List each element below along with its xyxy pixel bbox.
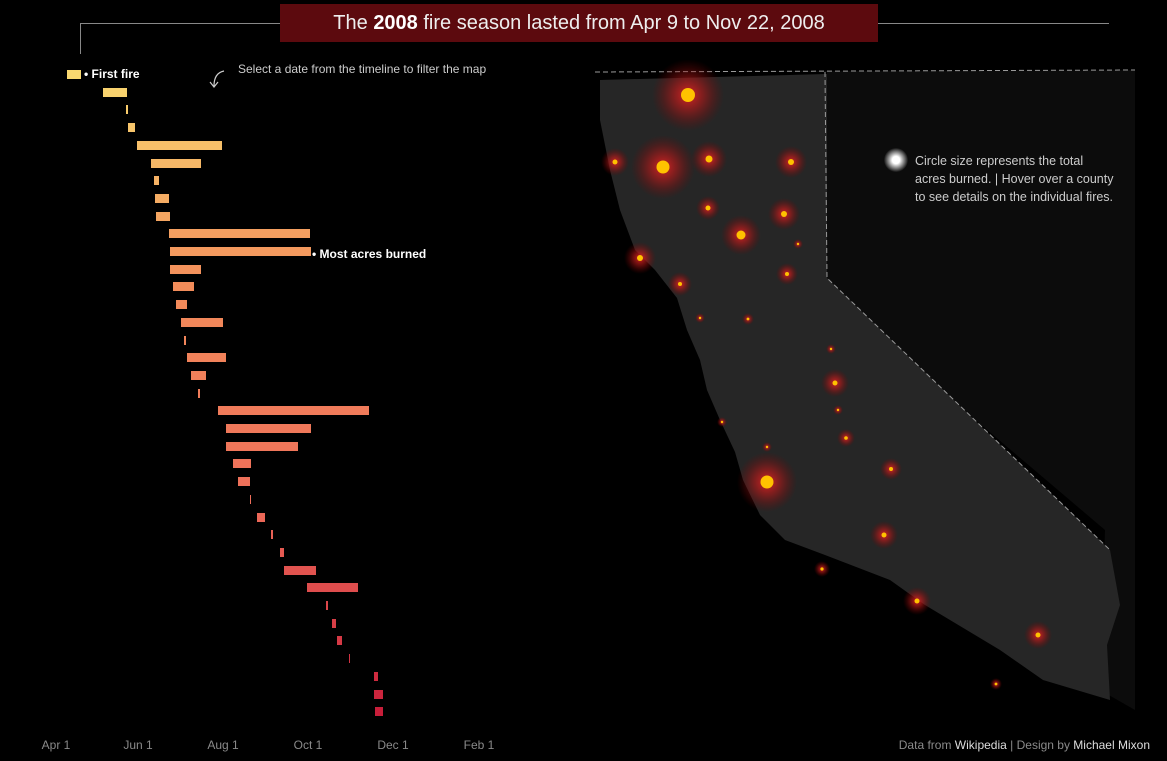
fire-duration-bar[interactable] xyxy=(128,123,136,133)
fire-marker[interactable] xyxy=(721,215,761,255)
fire-duration-bar[interactable] xyxy=(67,70,82,79)
fire-duration-bar[interactable] xyxy=(217,406,370,416)
fire-duration-bar[interactable] xyxy=(181,317,224,327)
fire-marker[interactable] xyxy=(668,272,692,296)
fire-marker[interactable] xyxy=(990,678,1002,690)
first-fire-label: • First fire xyxy=(84,67,140,81)
fire-marker[interactable] xyxy=(793,239,803,249)
axis-tick-label: Jun 1 xyxy=(123,738,153,752)
fire-marker[interactable] xyxy=(695,313,705,323)
fire-marker[interactable] xyxy=(691,141,727,177)
fire-duration-bar[interactable] xyxy=(232,459,251,469)
fire-duration-bar[interactable] xyxy=(150,158,201,168)
fire-duration-bar[interactable] xyxy=(238,477,250,487)
page-title: The 2008 fire season lasted from Apr 9 t… xyxy=(280,4,878,42)
most-acres-label: • Most acres burned xyxy=(312,247,427,261)
fire-marker[interactable] xyxy=(652,60,724,131)
fire-duration-bar[interactable] xyxy=(136,140,222,150)
fire-marker[interactable] xyxy=(837,429,855,447)
fire-duration-bar[interactable] xyxy=(326,601,328,610)
fire-duration-bar[interactable] xyxy=(331,618,336,628)
fire-duration-bar[interactable] xyxy=(284,565,317,575)
fire-duration-bar[interactable] xyxy=(270,530,274,540)
axis-tick-label: Dec 1 xyxy=(377,738,409,752)
fire-duration-bar[interactable] xyxy=(249,494,252,504)
fire-marker[interactable] xyxy=(762,442,772,452)
fire-duration-bar[interactable] xyxy=(184,335,186,345)
fire-marker[interactable] xyxy=(833,405,843,415)
fire-marker[interactable] xyxy=(696,196,720,220)
source-link[interactable]: Wikipedia xyxy=(954,738,1007,752)
fire-duration-bar[interactable] xyxy=(374,707,384,717)
fire-timeline[interactable] xyxy=(0,60,600,730)
title-prefix: The xyxy=(333,11,374,34)
fire-duration-bar[interactable] xyxy=(225,441,299,451)
fire-marker[interactable] xyxy=(768,198,800,230)
fire-duration-bar[interactable] xyxy=(348,654,351,664)
fire-duration-bar[interactable] xyxy=(153,176,160,186)
fire-duration-bar[interactable] xyxy=(173,282,194,292)
fire-marker[interactable] xyxy=(903,587,931,615)
footer-credits: Data from Wikipedia | Design by Michael … xyxy=(899,738,1150,752)
fire-marker[interactable] xyxy=(624,242,656,274)
neighbor-states-shape xyxy=(600,70,1135,710)
fire-marker[interactable] xyxy=(775,146,807,178)
fire-duration-bar[interactable] xyxy=(373,689,384,699)
title-suffix: fire season lasted from Apr 9 to Nov 22,… xyxy=(417,11,825,34)
fire-marker[interactable] xyxy=(1024,621,1052,649)
title-year: 2008 xyxy=(373,11,418,34)
fire-marker[interactable] xyxy=(742,313,754,325)
footer-prefix: Data from xyxy=(898,738,955,752)
timeline-hint: Select a date from the timeline to filte… xyxy=(238,62,487,76)
curved-arrow-icon xyxy=(209,70,225,88)
fire-marker[interactable] xyxy=(821,369,849,397)
fire-duration-bar[interactable] xyxy=(125,105,129,115)
fire-markers[interactable] xyxy=(601,60,1052,690)
fire-duration-bar[interactable] xyxy=(168,229,310,239)
fire-duration-bar[interactable] xyxy=(103,87,128,97)
fire-marker[interactable] xyxy=(826,344,836,354)
axis-tick-label: Feb 1 xyxy=(463,738,495,752)
fire-marker[interactable] xyxy=(717,417,727,427)
fire-marker[interactable] xyxy=(631,135,695,199)
legend-text: Circle size represents the total acres b… xyxy=(915,154,1114,204)
california-fire-map[interactable] xyxy=(595,60,1135,730)
fire-duration-bar[interactable] xyxy=(256,512,265,522)
fire-marker[interactable] xyxy=(880,458,902,480)
fire-marker[interactable] xyxy=(737,452,797,512)
axis-tick-label: Apr 1 xyxy=(41,738,71,752)
footer-separator: | Design by xyxy=(1006,738,1074,752)
fire-duration-bar[interactable] xyxy=(170,264,201,274)
fire-marker[interactable] xyxy=(776,263,798,285)
legend-circle-icon xyxy=(884,148,908,172)
fire-duration-bar[interactable] xyxy=(186,353,226,363)
axis-tick-label: Oct 1 xyxy=(293,738,323,752)
fire-marker[interactable] xyxy=(870,521,898,549)
fire-duration-bar[interactable] xyxy=(337,636,342,646)
fire-marker[interactable] xyxy=(601,148,629,176)
fire-duration-bar[interactable] xyxy=(154,193,169,203)
axis-tick-label: Aug 1 xyxy=(207,738,239,752)
fire-duration-bar[interactable] xyxy=(191,370,207,380)
fire-duration-bar[interactable] xyxy=(170,247,311,256)
fire-duration-bar[interactable] xyxy=(306,583,359,593)
fire-duration-bar[interactable] xyxy=(280,547,285,557)
author-link[interactable]: Michael Mixon xyxy=(1073,738,1150,752)
fire-duration-bar[interactable] xyxy=(198,388,200,398)
fire-duration-bar[interactable] xyxy=(225,424,311,433)
fire-duration-bar[interactable] xyxy=(156,211,171,221)
fire-duration-bar[interactable] xyxy=(175,300,187,310)
fire-duration-bar[interactable] xyxy=(373,671,378,681)
fire-marker[interactable] xyxy=(814,561,830,577)
